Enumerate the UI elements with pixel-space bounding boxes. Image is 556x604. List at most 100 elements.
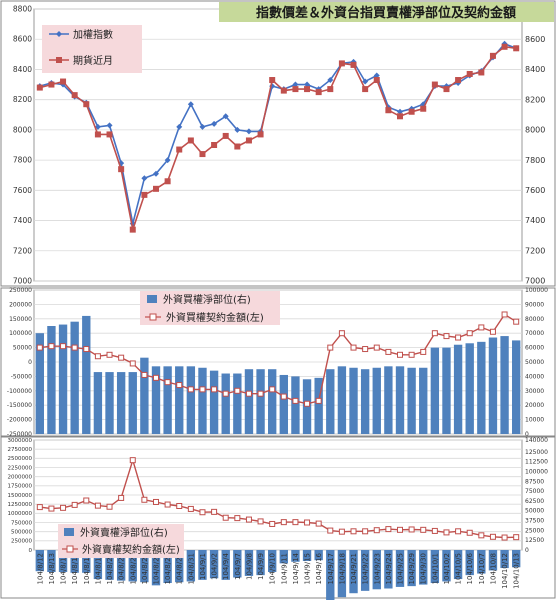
- panel-2-bar: [395, 366, 405, 434]
- x-axis-tick-label: 104/9/4: [222, 552, 230, 580]
- panel-2-bar: [500, 336, 509, 434]
- panel-2-bar: [163, 366, 172, 434]
- panel-3-bar: [186, 550, 196, 582]
- panel-3-y-left-tick-label: 2500000: [8, 456, 33, 462]
- x-axis-tick-label: 104/9/8: [246, 553, 254, 580]
- panel-3-line-point: [60, 504, 67, 511]
- legend-1-blue-marker: [56, 31, 62, 37]
- panel-2-line-point: [199, 386, 206, 393]
- panel-2-line-point: [94, 353, 101, 360]
- x-axis-tick-label: 104/8/14: [60, 552, 68, 584]
- panel-3-bar: [430, 550, 440, 583]
- panel-3-bar: [500, 550, 509, 569]
- x-axis-tick-label: 104/8/21: [118, 553, 126, 584]
- panel-2-bar: [128, 372, 137, 434]
- legend-1-red-label: 期貨近月: [73, 54, 113, 67]
- panel-3-line-point: [513, 534, 520, 541]
- x-axis-tick-label: 104/9/11: [280, 553, 288, 584]
- panel-3-bar: [314, 550, 323, 561]
- panel-3-line-point: [222, 514, 229, 521]
- panel-1-y-right-tick-label: 7200: [525, 246, 545, 255]
- panel-2-y-left-tick-label: -100000: [7, 388, 32, 395]
- panel-3-bar: [105, 550, 114, 580]
- panel-3-bar: [116, 550, 126, 581]
- panel-1-series-1-point: [327, 77, 334, 84]
- panel-2-y-right-tick-label: 90000: [525, 301, 544, 308]
- panel-1-series-2-point: [199, 151, 206, 158]
- panel-3-line-point: [455, 528, 462, 535]
- panel-2-line-point: [350, 344, 357, 351]
- panel-1-series-2-point: [245, 137, 252, 144]
- panel-1-series-2-point: [443, 86, 450, 93]
- panel-3-bar: [209, 550, 219, 579]
- x-axis-tick-label: 104/10/5: [455, 553, 463, 584]
- panel-1-y-right-tick-label: 7600: [525, 186, 545, 195]
- panel-3-line-point: [420, 526, 427, 533]
- legend-1-blue-label: 加權指數: [73, 28, 113, 41]
- panel-3-y-right-tick-label: 0: [525, 547, 529, 554]
- panel-1-y-left-tick-label: 8800: [13, 5, 32, 14]
- panel-2-line-point: [245, 390, 252, 397]
- x-axis-tick-label: 104/8/31: [187, 553, 195, 584]
- panel-2-line-point: [211, 386, 218, 393]
- panel-3-line-point: [83, 497, 90, 504]
- panel-3-bar: [384, 550, 393, 589]
- x-axis-tick-label: 104/9/9: [257, 553, 265, 580]
- panel-2-line-point: [164, 379, 171, 386]
- x-axis-tick-label: 104/9/2: [211, 553, 219, 580]
- panel-1-series-2-point: [350, 61, 357, 68]
- x-axis-tick-label: 104/9/1: [199, 553, 207, 580]
- panel-1-series-1-point: [373, 72, 380, 79]
- legend-2-line-marker: [149, 313, 157, 321]
- panel-1-series-2-point: [292, 86, 299, 93]
- panel-2-bar: [477, 341, 486, 434]
- panel-1-series-1-point: [245, 128, 252, 135]
- x-axis-tick-label: 104/10/6: [466, 552, 474, 584]
- panel-2-bar: [105, 372, 114, 434]
- panel-2-line-point: [385, 348, 392, 355]
- panel-2-line-point: [513, 318, 520, 325]
- panel-2-y-right-tick-label: 10000: [525, 417, 544, 424]
- x-axis-tick-label: 104/9/22: [362, 553, 370, 584]
- panel-2-bar: [465, 343, 474, 434]
- panel-1-series-1-point: [397, 108, 403, 115]
- panel-1-series-2-point: [269, 77, 276, 84]
- panel-2-bar: [384, 366, 393, 434]
- panel-3-bar: [465, 550, 474, 576]
- panel-3-line-point: [373, 527, 380, 534]
- panel-1-y-left-tick-label: 7200: [13, 246, 32, 255]
- panel-3-bar: [163, 550, 172, 583]
- panel-2-y-right-tick-label: 40000: [525, 373, 544, 380]
- panel-2-line-point: [315, 397, 322, 404]
- panel-2-bar: [360, 369, 370, 434]
- panel-1-series-2-point: [176, 146, 183, 153]
- panel-2-line-point: [176, 382, 183, 389]
- panel-1-series-2-point: [466, 70, 473, 77]
- legend-2-bar-label: 外資買權淨部位(右): [163, 293, 251, 306]
- panel-3-line-point: [141, 496, 148, 503]
- panel-3-bar: [419, 550, 428, 585]
- panel-3-line-point: [245, 516, 252, 523]
- panel-2-y-left-tick-label: -200000: [7, 417, 32, 424]
- panel-1-series-1-point: [141, 175, 148, 182]
- panel-3-y-left-tick-label: 1750000: [8, 484, 33, 490]
- panel-1-series-1-point: [222, 113, 229, 120]
- panel-3-bar: [326, 550, 335, 603]
- x-axis-tick-label: 104/9/25: [397, 553, 405, 584]
- panel-3-line-point: [315, 520, 322, 527]
- panel-1-series-2-point: [164, 178, 171, 185]
- panel-2-bar: [175, 366, 184, 434]
- panel-2-bar: [314, 377, 323, 434]
- panel-2-y-right-tick-label: 70000: [525, 330, 544, 337]
- panel-2-bar: [93, 372, 103, 434]
- panel-2-y-right-tick-label: 0: [525, 431, 529, 438]
- panel-3-line-point: [36, 504, 43, 511]
- panel-3-line-point: [280, 519, 287, 526]
- x-axis-tick-label: 104/9/14: [292, 552, 300, 584]
- x-axis-tick-label: 104/9/29: [408, 553, 416, 584]
- bar-layer: [35, 315, 521, 603]
- panel-2-y-right-tick-label: 50000: [525, 359, 544, 366]
- panel-3-bar: [244, 550, 254, 576]
- panel-2-y-right-tick-label: 20000: [525, 402, 544, 409]
- panel-3-line-point: [350, 528, 357, 535]
